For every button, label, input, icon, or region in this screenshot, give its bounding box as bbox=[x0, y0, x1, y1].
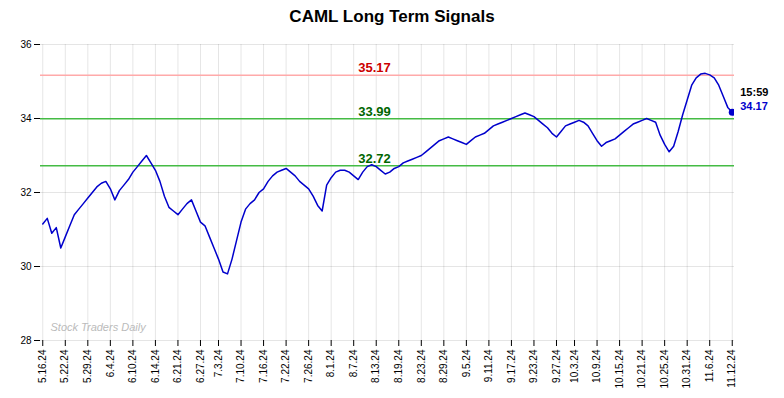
svg-text:10.31.24: 10.31.24 bbox=[681, 349, 692, 388]
svg-text:9.17.24: 9.17.24 bbox=[506, 349, 517, 383]
svg-text:7.16.24: 7.16.24 bbox=[258, 349, 269, 383]
svg-text:6.27.24: 6.27.24 bbox=[195, 349, 206, 383]
svg-text:6.21.24: 6.21.24 bbox=[172, 349, 183, 383]
svg-text:5.16.24: 5.16.24 bbox=[37, 349, 48, 383]
svg-text:10.25.24: 10.25.24 bbox=[659, 349, 670, 388]
svg-text:35.17: 35.17 bbox=[358, 60, 391, 75]
svg-text:5.29.24: 5.29.24 bbox=[82, 349, 93, 383]
svg-text:7.3.24: 7.3.24 bbox=[213, 349, 224, 377]
svg-text:7.10.24: 7.10.24 bbox=[235, 349, 246, 383]
svg-text:11.6.24: 11.6.24 bbox=[704, 349, 715, 382]
svg-text:6.14.24: 6.14.24 bbox=[150, 349, 161, 383]
svg-text:8.23.24: 8.23.24 bbox=[415, 349, 426, 383]
svg-text:10.21.24: 10.21.24 bbox=[636, 349, 647, 388]
svg-text:8.19.24: 8.19.24 bbox=[393, 349, 404, 383]
svg-text:9.27.24: 9.27.24 bbox=[551, 349, 562, 383]
svg-text:6.4.24: 6.4.24 bbox=[105, 349, 116, 377]
svg-text:7.22.24: 7.22.24 bbox=[280, 349, 291, 383]
svg-text:8.1.24: 8.1.24 bbox=[325, 349, 336, 377]
svg-text:6.10.24: 6.10.24 bbox=[127, 349, 138, 383]
svg-text:34: 34 bbox=[20, 113, 32, 124]
svg-text:10.3.24: 10.3.24 bbox=[569, 349, 580, 383]
svg-text:34.17: 34.17 bbox=[740, 100, 768, 112]
svg-text:9.11.24: 9.11.24 bbox=[483, 349, 494, 382]
svg-text:28: 28 bbox=[20, 335, 32, 346]
svg-text:36: 36 bbox=[20, 39, 32, 50]
svg-text:15:59: 15:59 bbox=[740, 86, 768, 98]
svg-text:8.13.24: 8.13.24 bbox=[370, 349, 381, 383]
svg-text:5.22.24: 5.22.24 bbox=[59, 349, 70, 383]
svg-text:33.99: 33.99 bbox=[358, 104, 391, 119]
svg-text:Stock Traders Daily: Stock Traders Daily bbox=[51, 321, 148, 333]
svg-text:9.23.24: 9.23.24 bbox=[528, 349, 539, 383]
svg-text:32.72: 32.72 bbox=[358, 151, 391, 166]
svg-text:8.29.24: 8.29.24 bbox=[438, 349, 449, 383]
svg-text:32: 32 bbox=[20, 187, 32, 198]
svg-text:11.12.24: 11.12.24 bbox=[726, 349, 737, 388]
svg-text:10.15.24: 10.15.24 bbox=[614, 349, 625, 388]
svg-text:7.26.24: 7.26.24 bbox=[303, 349, 314, 383]
svg-text:10.9.24: 10.9.24 bbox=[591, 349, 602, 383]
svg-text:9.5.24: 9.5.24 bbox=[461, 349, 472, 377]
html-text:CAML Long Term Signals: CAML Long Term Signals bbox=[289, 7, 495, 26]
svg-text:30: 30 bbox=[20, 261, 32, 272]
svg-text:8.7.24: 8.7.24 bbox=[348, 349, 359, 377]
